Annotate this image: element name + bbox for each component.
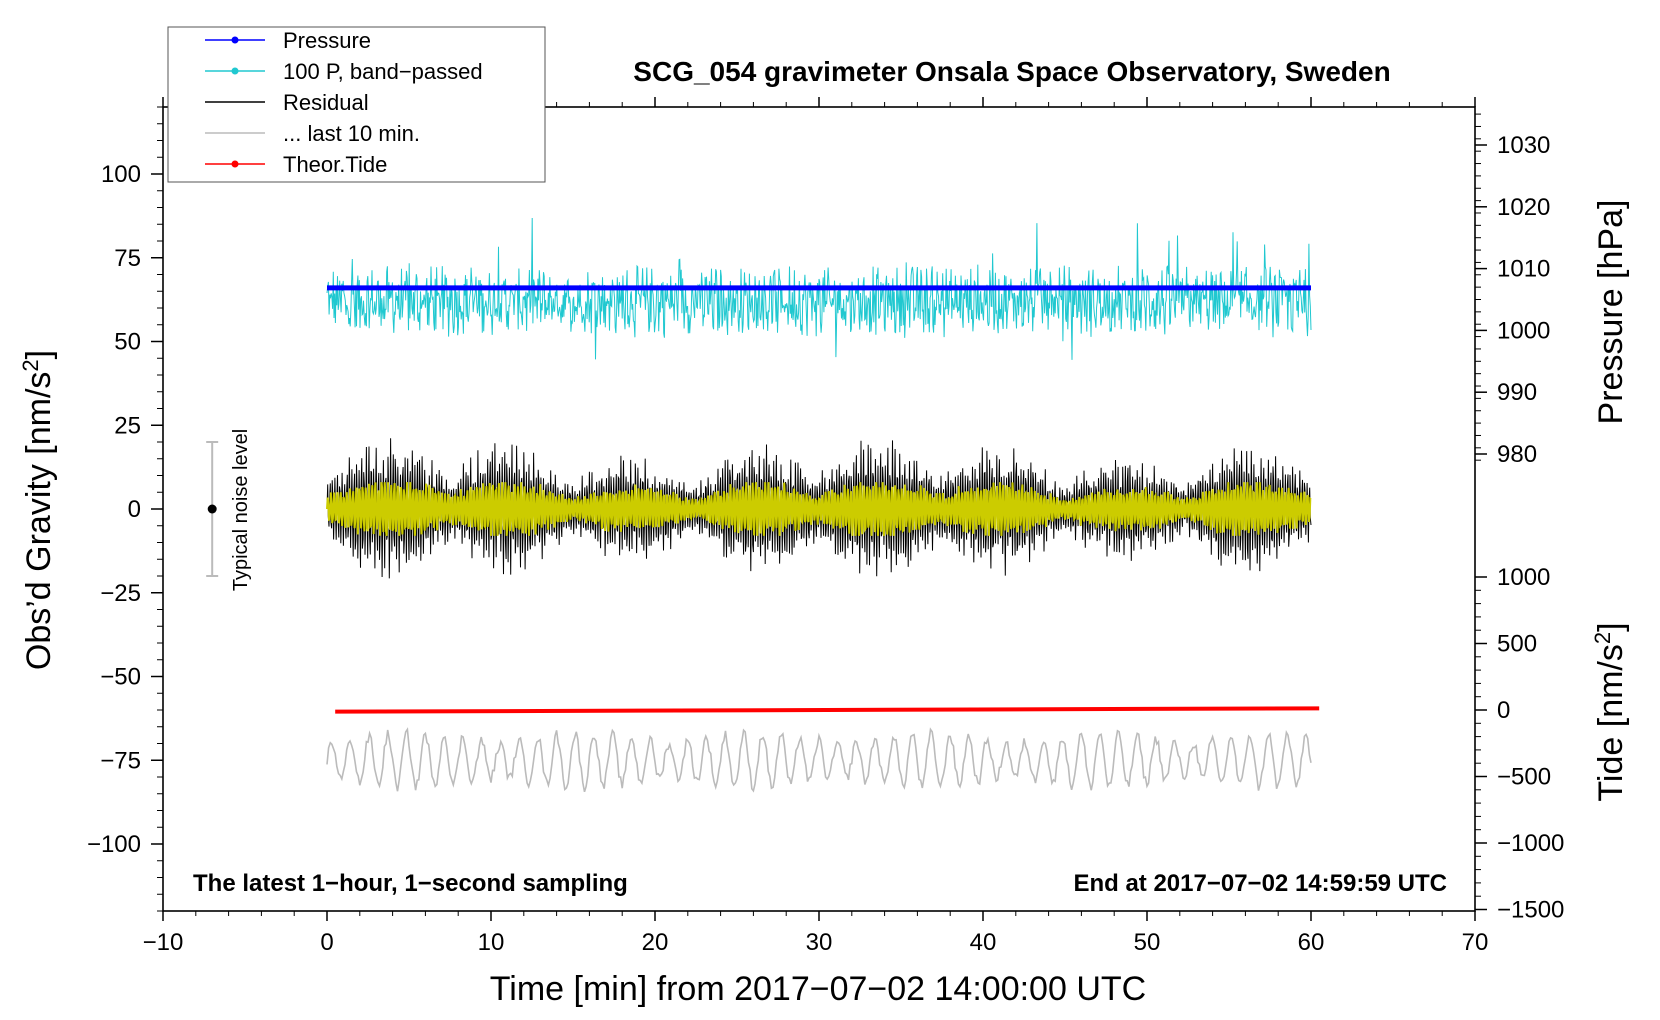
chart-title: SCG_054 gravimeter Onsala Space Observat… bbox=[633, 56, 1390, 87]
x-tick-label: 60 bbox=[1298, 929, 1325, 956]
x-tick-label: 20 bbox=[642, 929, 669, 956]
pressure-tick-label: 990 bbox=[1497, 379, 1537, 406]
tide-tick-label: −1000 bbox=[1497, 830, 1564, 857]
y-axis-title-left-sup: 2 bbox=[18, 359, 43, 371]
y-tick-label-left: −75 bbox=[100, 747, 141, 774]
noise-level-label: Typical noise level bbox=[230, 429, 252, 591]
y-tick-label-left: 75 bbox=[114, 245, 141, 272]
legend-label: Theor.Tide bbox=[283, 152, 387, 177]
y-axis-title-tide-text: Tide [nm/s bbox=[1592, 644, 1630, 801]
x-tick-label: −10 bbox=[143, 929, 184, 956]
x-tick-label: 50 bbox=[1134, 929, 1161, 956]
x-tick-label: 30 bbox=[806, 929, 833, 956]
legend-marker bbox=[231, 67, 239, 75]
y-axis-title-tide-sup: 2 bbox=[1590, 632, 1615, 644]
y-axis-title-left-text: Obs’d Gravity [nm/s bbox=[20, 372, 58, 671]
y-axis-title-pressure: Pressure [hPa] bbox=[1592, 200, 1630, 425]
tide-tick-label: 500 bbox=[1497, 631, 1537, 658]
legend-label: ... last 10 min. bbox=[283, 121, 420, 146]
legend-label: 100 P, band−passed bbox=[283, 59, 483, 84]
pressure-tick-label: 1030 bbox=[1497, 132, 1550, 159]
y-tick-label-left: −50 bbox=[100, 664, 141, 691]
pressure-tick-label: 1020 bbox=[1497, 194, 1550, 221]
tide-tick-label: −1500 bbox=[1497, 897, 1564, 924]
y-axis-title-tide-end: ] bbox=[1592, 622, 1630, 631]
legend-items: Pressure 100 P, band−passed Residual ... la… bbox=[205, 28, 483, 177]
sampling-annotation: The latest 1−hour, 1−second sampling bbox=[193, 870, 628, 897]
pressure-bandpassed-line bbox=[326, 217, 1312, 360]
legend-marker bbox=[231, 36, 239, 44]
pressure-tick-label: 1000 bbox=[1497, 317, 1550, 344]
tide-tick-label: 0 bbox=[1497, 697, 1510, 724]
pressure-tick-label: 1010 bbox=[1497, 256, 1550, 283]
y-tick-label-left: 50 bbox=[114, 329, 141, 356]
axis-ticks: −10 0 10 20 30 40 50 60 701007550250−25−50−75−10… bbox=[87, 97, 1564, 956]
y-tick-label-left: 0 bbox=[128, 496, 141, 523]
residual-smoothed-line bbox=[326, 482, 1312, 536]
y-tick-label-left: 25 bbox=[114, 412, 141, 439]
end-time-annotation: End at 2017−07−02 14:59:59 UTC bbox=[1073, 870, 1447, 897]
legend-label: Pressure bbox=[283, 28, 371, 53]
x-tick-label: 0 bbox=[320, 929, 333, 956]
x-tick-label: 70 bbox=[1462, 929, 1489, 956]
y-tick-label-left: −100 bbox=[87, 831, 141, 858]
y-axis-title-left-end: ] bbox=[20, 350, 58, 359]
y-tick-label-left: 100 bbox=[101, 161, 141, 188]
x-tick-label: 40 bbox=[970, 929, 997, 956]
series-layer bbox=[326, 217, 1320, 793]
tide-tick-label: −500 bbox=[1497, 764, 1551, 791]
legend-marker bbox=[231, 160, 239, 168]
theoretical-tide-line bbox=[335, 706, 1320, 714]
y-tick-label-left: −25 bbox=[100, 580, 141, 607]
pressure-tick-label: 980 bbox=[1497, 441, 1537, 468]
noise-level-indicator bbox=[206, 441, 219, 577]
last-10-min-line bbox=[326, 727, 1312, 793]
noise-bar-dot bbox=[207, 504, 217, 514]
y-axis-title-tide: Tide [nm/s2] bbox=[1590, 622, 1630, 801]
tide-tick-label: 1000 bbox=[1497, 564, 1550, 591]
legend-label: Residual bbox=[283, 90, 369, 115]
x-axis-title: Time [min] from 2017−07−02 14:00:00 UTC bbox=[490, 970, 1146, 1008]
legend-box bbox=[167, 26, 546, 183]
legend: Pressure 100 P, band−passed Residual ... la… bbox=[167, 26, 546, 183]
residual-line bbox=[326, 438, 1312, 579]
x-tick-label: 10 bbox=[478, 929, 505, 956]
y-axis-title-left: Obs’d Gravity [nm/s2] bbox=[18, 350, 58, 670]
